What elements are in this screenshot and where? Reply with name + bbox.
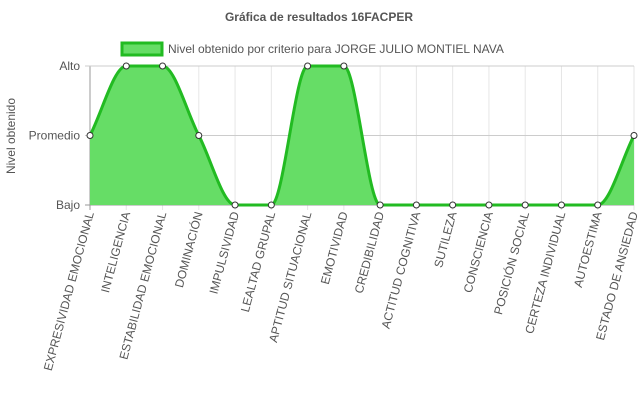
y-tick-label: Promedio <box>29 129 81 143</box>
x-axis: EXPRESIVIDAD EMOCIONAL INTELIGENCIAESTABI… <box>41 210 639 373</box>
y-tick-label: Alto <box>59 59 80 73</box>
legend-label: Nivel obtenido por criterio para JORGE J… <box>168 42 504 56</box>
data-point[interactable] <box>159 62 167 70</box>
x-tick-label: CONSCIENCIA <box>461 210 496 294</box>
x-tick-label: ACTITUD COGNITIVA <box>379 210 424 330</box>
x-tick-label: INTELIGENCIA <box>98 210 133 294</box>
data-point[interactable] <box>412 201 420 209</box>
data-point[interactable] <box>557 201 565 209</box>
y-axis-title: Nivel obtenido <box>4 98 18 174</box>
data-point[interactable] <box>195 132 203 139</box>
x-tick-label: CREDIBILIDAD <box>352 210 387 295</box>
x-tick-label: IMPULSIVIDAD <box>207 210 243 296</box>
data-point[interactable] <box>594 201 602 209</box>
series-line <box>88 64 636 207</box>
data-point[interactable] <box>376 201 384 209</box>
x-tick-label: EXPRESIVIDAD EMOCIONAL <box>41 210 97 372</box>
data-point[interactable] <box>86 132 94 139</box>
data-point[interactable] <box>122 62 130 70</box>
chart-title: Gráfica de resultados 16FACPER <box>225 10 413 24</box>
data-point[interactable] <box>304 62 312 70</box>
x-tick-label: AUTOESTIMA <box>571 210 605 289</box>
data-point[interactable] <box>521 201 529 209</box>
data-point[interactable] <box>340 62 348 70</box>
data-point[interactable] <box>630 132 638 139</box>
data-point[interactable] <box>267 201 275 209</box>
x-tick-label: SUTILEZA <box>431 210 459 269</box>
y-tick-label: Bajo <box>56 198 80 212</box>
legend[interactable]: Nivel obtenido por criterio para JORGE J… <box>120 41 504 57</box>
x-tick-label: EMOTIVIDAD <box>318 210 351 286</box>
y-axis: Bajo Promedio Alto <box>29 59 81 212</box>
plot-area <box>86 62 638 209</box>
x-tick-label: LEALTAD GRUPAL <box>238 210 278 314</box>
legend-swatch <box>120 41 164 57</box>
x-tick-label: CERTEZA INDIVIDUAL <box>522 210 568 335</box>
x-tick-label: POSICIÓN SOCIAL <box>490 210 532 317</box>
data-point[interactable] <box>231 201 239 209</box>
data-point[interactable] <box>449 201 457 209</box>
x-tick-label: DOMINACIÓN <box>171 210 206 289</box>
data-point[interactable] <box>485 201 493 209</box>
